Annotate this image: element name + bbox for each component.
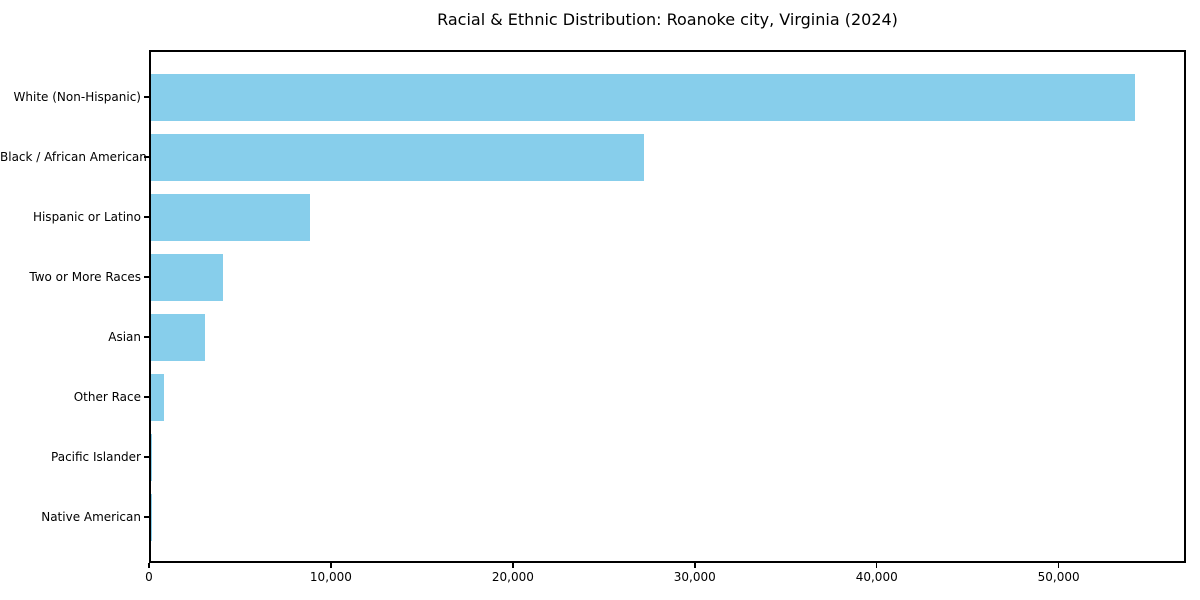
y-tick-mark bbox=[144, 96, 149, 98]
x-tick-label-0: 0 bbox=[145, 570, 153, 584]
y-tick-mark bbox=[144, 456, 149, 458]
x-tick-label-10000: 10,000 bbox=[309, 570, 352, 584]
y-tick-mark bbox=[144, 156, 149, 158]
x-tick-mark bbox=[1057, 563, 1060, 568]
y-tick-label-two-or-more-races: Two or More Races bbox=[29, 270, 141, 284]
bar-native-american bbox=[151, 493, 152, 541]
chart-title: Racial & Ethnic Distribution: Roanoke ci… bbox=[437, 10, 898, 29]
x-tick-mark bbox=[330, 563, 332, 568]
y-tick-mark bbox=[144, 516, 149, 518]
y-tick-mark bbox=[144, 216, 149, 218]
bar-two-or-more-races bbox=[151, 253, 224, 301]
y-tick-label-white-non-hispanic: White (Non-Hispanic) bbox=[13, 90, 141, 104]
bar-hispanic-or-latino bbox=[151, 193, 311, 241]
y-tick-mark bbox=[144, 396, 149, 398]
x-tick-mark bbox=[512, 563, 514, 568]
x-tick-mark bbox=[148, 563, 150, 568]
x-tick-label-20000: 20,000 bbox=[491, 570, 534, 584]
y-tick-label-asian: Asian bbox=[108, 330, 141, 344]
bar-other-race bbox=[151, 373, 164, 421]
y-tick-label-hispanic-or-latino: Hispanic or Latino bbox=[32, 210, 141, 224]
x-tick-mark bbox=[875, 563, 878, 568]
x-tick-mark bbox=[694, 563, 696, 568]
y-tick-mark bbox=[144, 336, 149, 338]
x-tick-label-50000: 50,000 bbox=[1037, 570, 1080, 584]
bar-pacific-islander bbox=[151, 433, 152, 481]
y-tick-label-black-african-american: Black / African American bbox=[0, 150, 147, 164]
y-tick-label-native-american: Native American bbox=[41, 510, 141, 524]
bar-asian bbox=[151, 313, 206, 361]
bar-white-non-hispanic bbox=[151, 73, 1136, 121]
x-tick-label-40000: 40,000 bbox=[855, 570, 898, 584]
y-tick-label-other-race: Other Race bbox=[73, 390, 141, 404]
y-tick-mark bbox=[144, 276, 149, 278]
plot-area bbox=[149, 50, 1186, 563]
bar-black-african-american bbox=[151, 133, 644, 181]
x-tick-label-30000: 30,000 bbox=[673, 570, 716, 584]
y-tick-label-pacific-islander: Pacific Islander bbox=[51, 450, 141, 464]
